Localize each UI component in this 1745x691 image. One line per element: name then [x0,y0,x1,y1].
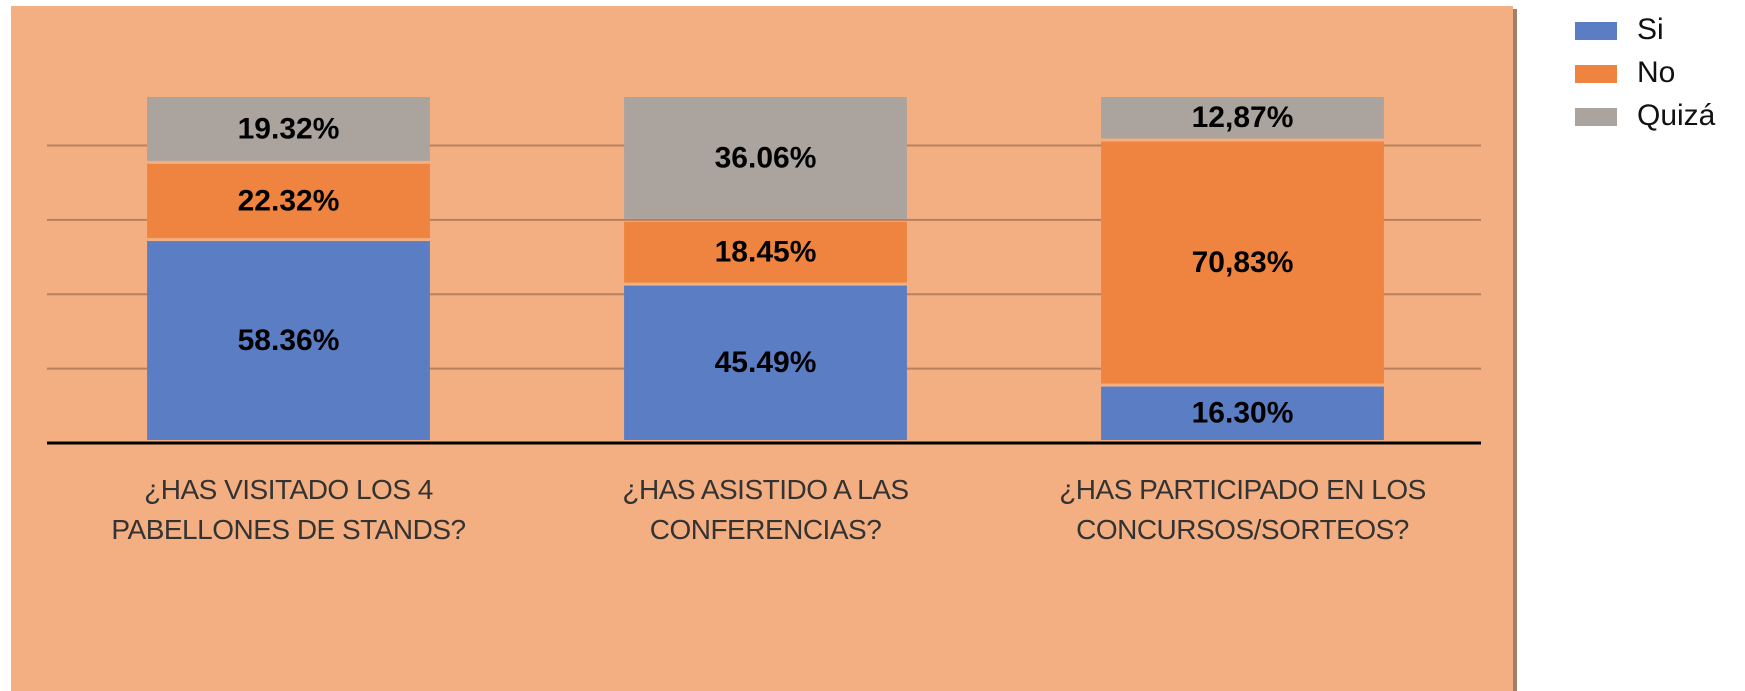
x-tick-label: ¿HAS VISITADO LOS 4 PABELLONES DE STANDS… [111,474,466,545]
data-label: 16.30% [1192,397,1294,430]
bar-segment [624,97,907,219]
bar-segment [1101,386,1384,440]
data-label: 18.45% [715,236,817,269]
bar-segment [147,163,430,239]
data-label: 45.49% [715,346,817,379]
data-label: 70,83% [1192,246,1294,279]
data-label: 19.32% [238,112,340,145]
bar-segment [624,285,907,440]
legend-label: Si [1637,13,1664,46]
legend-swatch [1575,65,1617,83]
data-label: 58.36% [238,324,340,357]
legend-swatch [1575,22,1617,40]
data-label: 12,87% [1192,101,1294,134]
bar-segment [147,241,430,440]
x-tick-label: ¿HAS PARTICIPADO EN LOS CONCURSOS/SORTEO… [1059,474,1426,545]
legend-swatch [1575,108,1617,126]
data-label: 36.06% [715,141,817,174]
bar-segment [1101,97,1384,139]
bar-segment [624,221,907,283]
legend-label: No [1637,56,1675,89]
x-tick-label: ¿HAS ASISTIDO A LAS CONFERENCIAS? [622,474,909,545]
legend-label: Quizá [1637,99,1716,132]
data-label: 22.32% [238,184,340,217]
bar-segment [147,97,430,161]
bar-segment [1101,141,1384,384]
